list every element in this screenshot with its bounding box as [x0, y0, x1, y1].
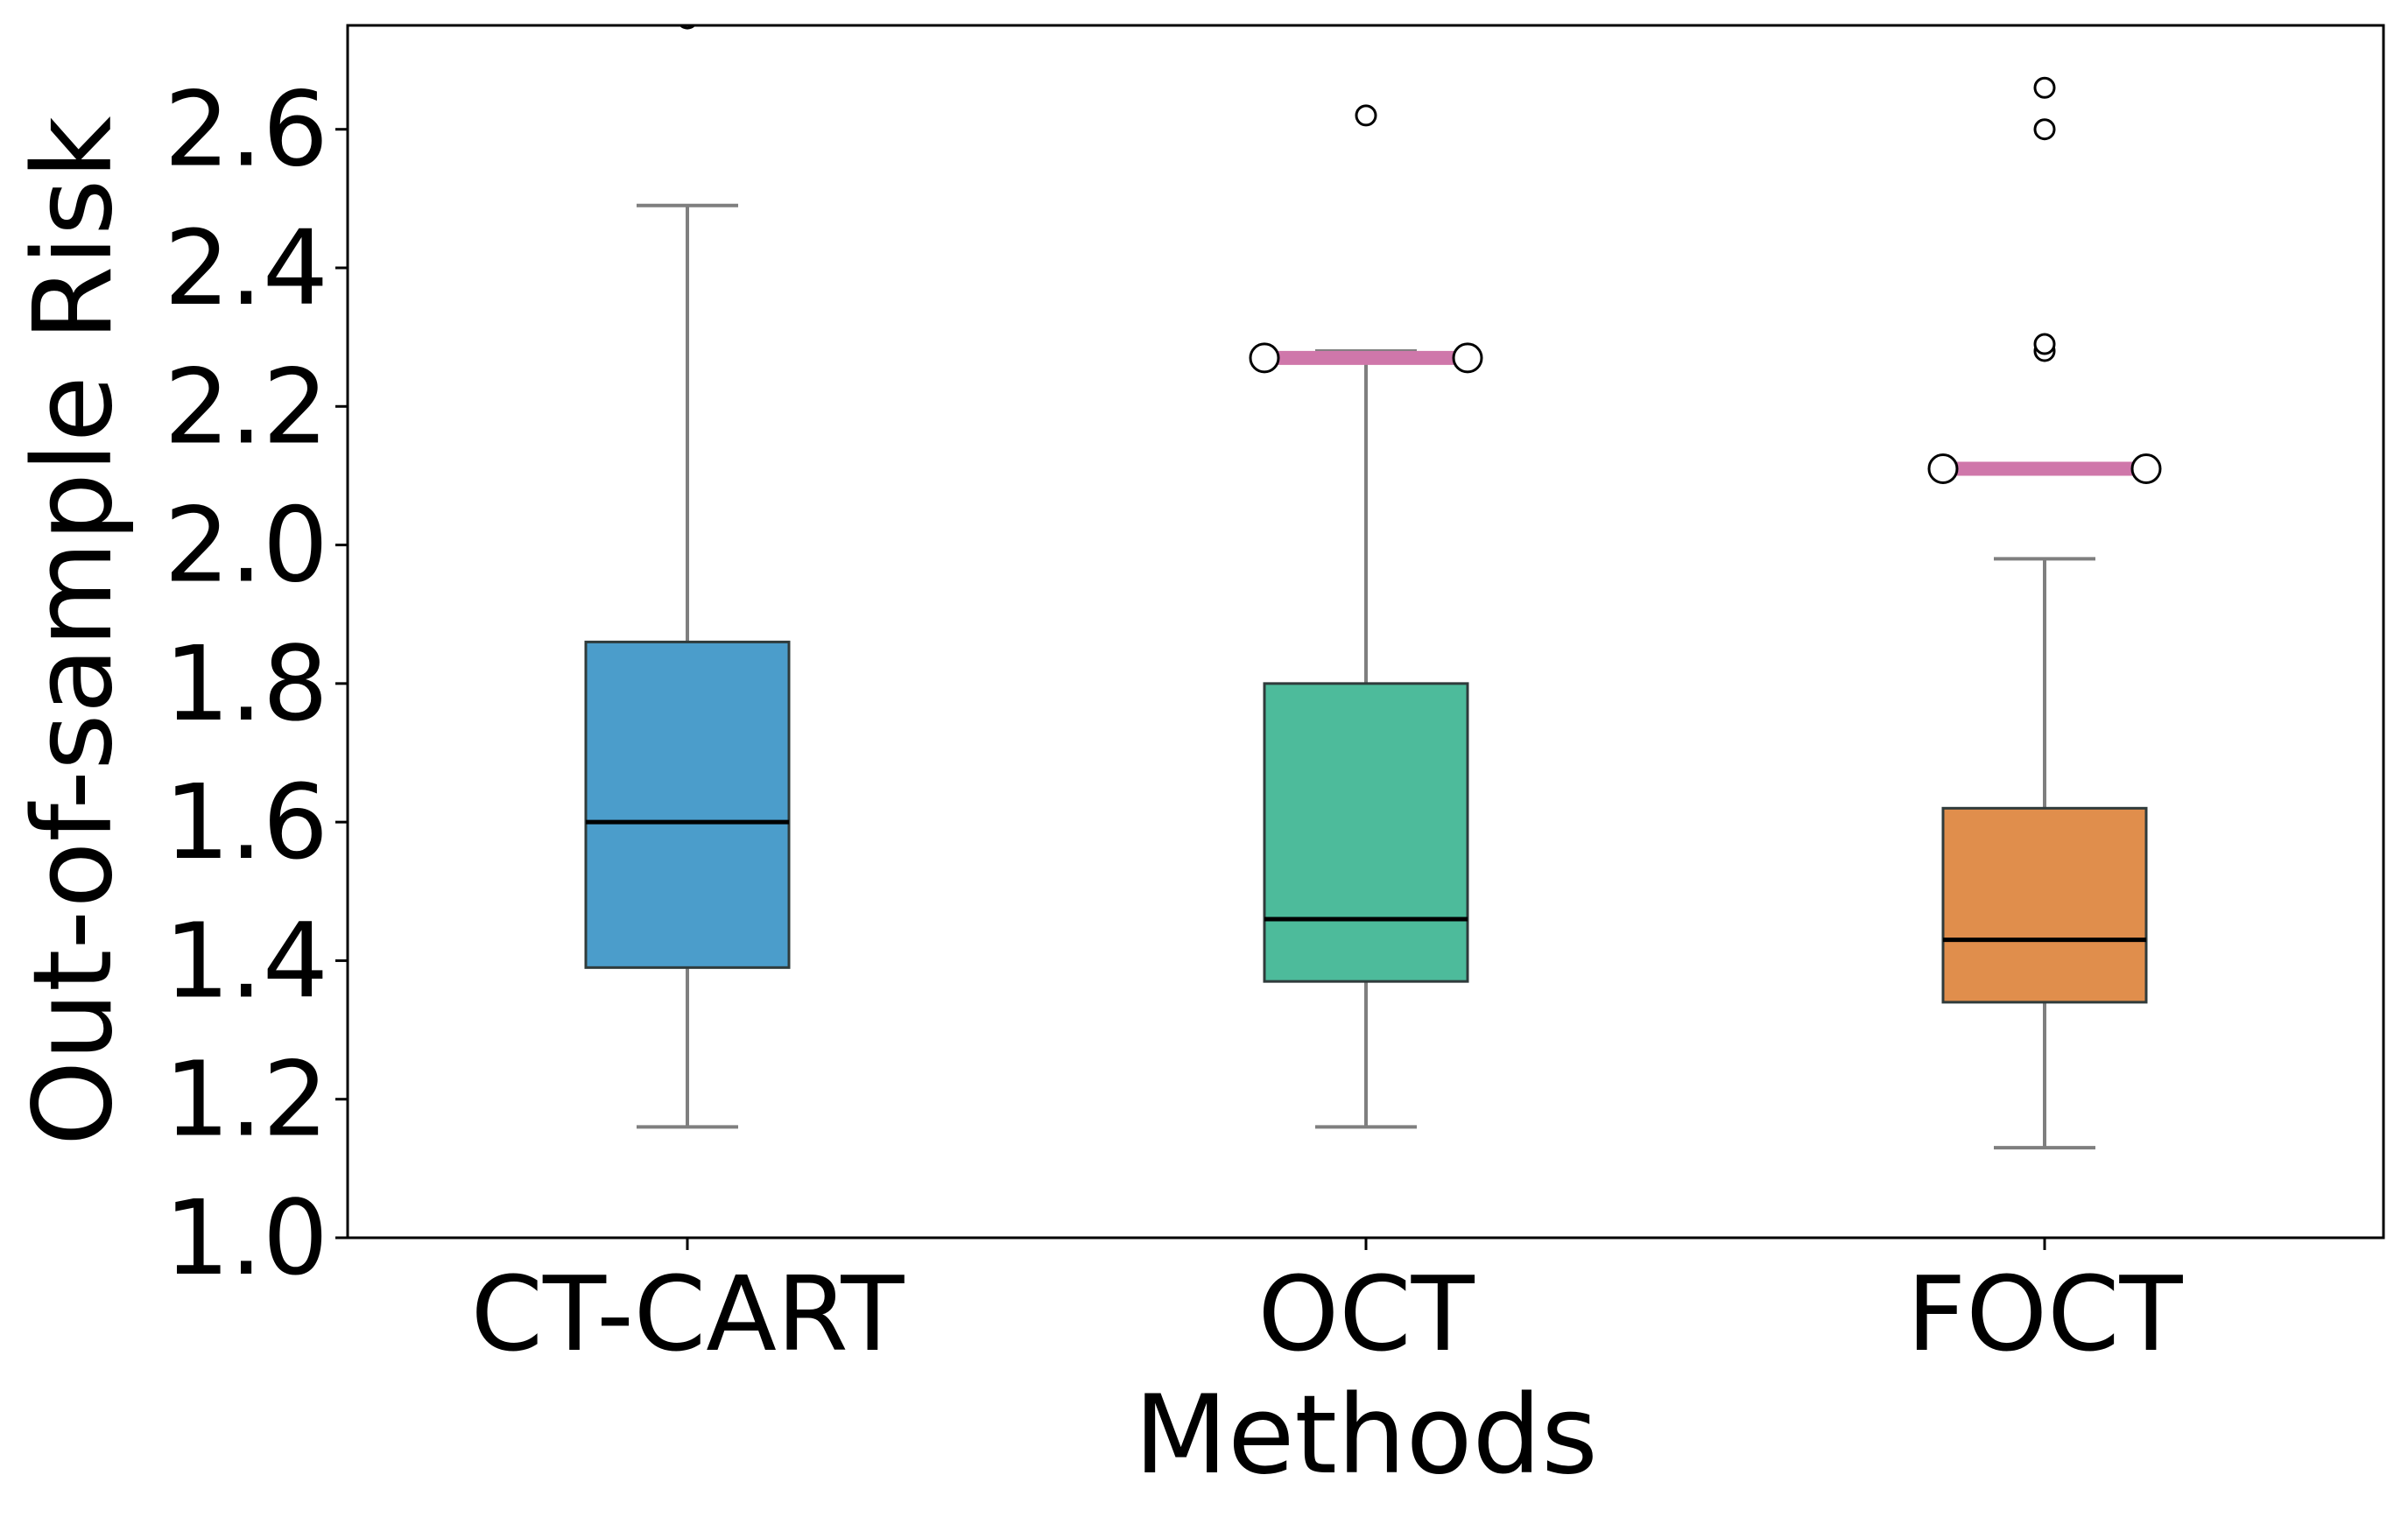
y-tick-label: 1.0: [164, 1177, 328, 1298]
y-tick-label: 2.0: [164, 485, 328, 606]
iqr-box: [1263, 682, 1469, 983]
highlight-endpoint-right: [1452, 342, 1483, 374]
highlight-endpoint-left: [1249, 342, 1280, 374]
box-group-oct: [1249, 104, 1483, 1129]
y-tick-label: 2.6: [164, 69, 328, 190]
y-tick-label: 1.2: [164, 1039, 328, 1160]
y-tick-label: 1.8: [164, 623, 328, 744]
y-axis-label: Out-of-sample Risk: [11, 116, 137, 1147]
iqr-box: [584, 640, 791, 969]
x-tick-label: OCT: [1257, 1254, 1475, 1374]
outlier-point: [2033, 118, 2056, 141]
y-tick-label: 2.4: [164, 207, 328, 328]
x-axis: CT-CART OCT FOCT: [471, 1238, 2184, 1374]
outlier-point: [2033, 333, 2056, 355]
outlier-point: [2033, 76, 2056, 99]
x-tick-label: FOCT: [1906, 1254, 2183, 1374]
outlier-point: [1355, 104, 1377, 127]
box-group-ct-cart: [584, 25, 791, 1129]
x-tick-label: CT-CART: [471, 1254, 905, 1374]
x-axis-label: Methods: [1134, 1373, 1598, 1499]
y-tick-label: 1.6: [164, 762, 328, 882]
iqr-box: [1941, 806, 2148, 1004]
highlight-endpoint-right: [2130, 453, 2162, 485]
y-tick-label: 1.4: [164, 900, 328, 1021]
plot-marks: [584, 25, 2162, 1150]
box-group-foct: [1927, 76, 2162, 1150]
y-tick-label: 2.2: [164, 346, 328, 467]
highlight-endpoint-left: [1927, 453, 1959, 485]
y-axis: 1.0 1.2 1.4 1.6 1.8 2.0 2.2 2.4 2.6: [164, 69, 348, 1298]
